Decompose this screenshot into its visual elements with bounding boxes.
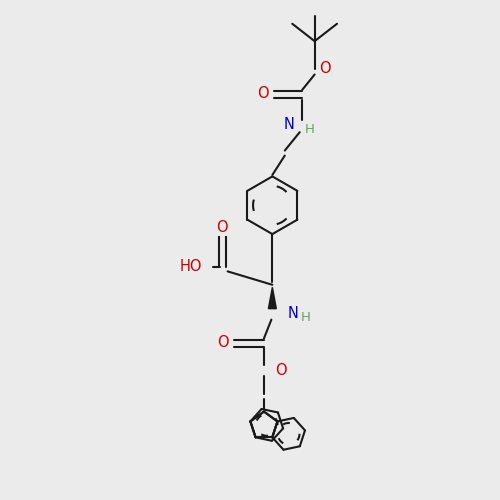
Text: H: H: [300, 311, 310, 324]
Text: O: O: [218, 335, 229, 350]
Text: H: H: [304, 123, 314, 136]
Polygon shape: [268, 288, 276, 308]
Text: N: N: [284, 117, 295, 132]
Text: O: O: [216, 220, 228, 234]
Text: HO: HO: [180, 259, 202, 274]
Text: O: O: [257, 86, 268, 102]
Text: O: O: [275, 363, 286, 378]
Text: O: O: [319, 61, 330, 76]
Text: N: N: [288, 306, 298, 321]
